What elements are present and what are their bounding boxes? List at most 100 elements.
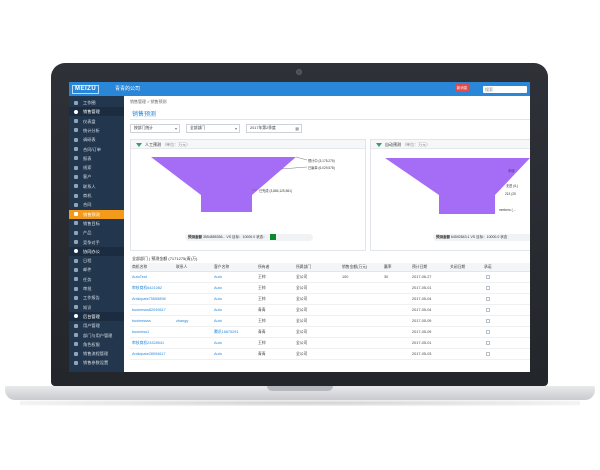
table-row[interactable]: Anticipate28094617 Auto 青青 全公司 2017-05-03: [130, 349, 530, 360]
table-cell[interactable]: Anticipate75655898: [132, 297, 166, 301]
table-cell[interactable]: Auto: [214, 275, 222, 279]
sidebar-item[interactable]: 销售预测: [69, 209, 124, 219]
column-header[interactable]: 预计日期: [412, 265, 428, 269]
commit-checkbox[interactable]: [486, 352, 490, 356]
sidebar-item-label: 工作报告: [83, 295, 100, 301]
menu-icon: [74, 184, 78, 189]
dimension-select[interactable]: 按部门统计 ▾: [130, 124, 180, 133]
sidebar-item[interactable]: 邮件: [69, 265, 124, 274]
search-input[interactable]: 搜索: [483, 86, 527, 93]
table-cell[interactable]: 审核商机6421082: [132, 286, 162, 290]
period-picker[interactable]: 2017年第2季度 ▦: [246, 124, 302, 133]
commit-checkbox[interactable]: [486, 319, 490, 323]
column-header[interactable]: 联系人: [176, 265, 188, 269]
menu-icon: [74, 193, 78, 198]
funnel-icon: [136, 143, 142, 147]
column-header[interactable]: 客户名称: [214, 265, 230, 269]
sidebar-item[interactable]: 调研表: [69, 135, 124, 144]
commit-checkbox[interactable]: [486, 341, 490, 345]
table-cell: 全公司: [296, 352, 308, 356]
table-cell[interactable]: 审核商机23328541: [132, 341, 165, 345]
table-cell[interactable]: 腾讯16675291: [214, 330, 239, 334]
table-cell: 青青: [258, 308, 266, 312]
column-header[interactable]: 所属部门: [296, 265, 312, 269]
funnel-label: 无进 (6,): [506, 184, 519, 188]
column-header[interactable]: 销售金额(万元): [342, 265, 368, 269]
sidebar-item[interactable]: 角色权限: [69, 340, 124, 349]
laptop-base: [5, 386, 595, 400]
sidebar-item[interactable]: 协同办公: [69, 246, 124, 256]
menu-icon: [74, 342, 78, 347]
table-row[interactable]: AutoTest Auto 王帅 全公司 100 30 2017-06-27: [130, 272, 530, 283]
table-cell: 王帅: [258, 286, 266, 290]
table-cell[interactable]: Anticipate28094617: [132, 352, 166, 356]
table-tabs[interactable]: 全部部门 | 预测金额 (7171275(青)万): [132, 256, 198, 261]
column-header[interactable]: 承诺: [484, 265, 492, 269]
commit-checkbox[interactable]: [486, 275, 490, 279]
sidebar-item[interactable]: 报表: [69, 154, 124, 163]
column-header[interactable]: 商机名称: [132, 265, 148, 269]
column-header[interactable]: 关闭日期: [450, 265, 466, 269]
summary-vs: VS: [470, 235, 476, 239]
table-cell: 100: [342, 275, 349, 279]
sidebar-item[interactable]: 仪表盘: [69, 117, 124, 126]
table-cell: 王帅: [258, 275, 266, 279]
sidebar-item[interactable]: 审批: [69, 284, 124, 293]
table-cell: 王帅: [258, 319, 266, 323]
sidebar-item[interactable]: 工作报告: [69, 293, 124, 302]
column-header[interactable]: 所有者: [258, 265, 270, 269]
table-cell[interactable]: Auto: [214, 308, 222, 312]
sidebar-item[interactable]: 合同/订单: [69, 145, 124, 154]
menu-icon: [74, 360, 78, 365]
table-row[interactable]: Anticipate75655898 Auto 王帅 全公司 2017-05-04: [130, 294, 530, 305]
commit-checkbox[interactable]: [486, 308, 490, 312]
notification-badge[interactable]: 新消息: [455, 84, 469, 92]
sidebar-item[interactable]: 任务: [69, 275, 124, 284]
table-cell[interactable]: Auto: [214, 286, 222, 290]
menu-icon: [74, 267, 78, 272]
summary-target-value: 10000.0: [486, 235, 500, 239]
commit-checkbox[interactable]: [486, 286, 490, 290]
sidebar-item[interactable]: 销售管理: [69, 107, 124, 117]
table-row[interactable]: business1 腾讯16675291 青青 全公司 2017-05-09: [130, 327, 530, 338]
sidebar-item[interactable]: 统计分析: [69, 126, 124, 135]
table-row[interactable]: businesss82049617 Auto 青青 全公司 2017-05-04: [130, 305, 530, 316]
sidebar-item[interactable]: 竞争对手: [69, 238, 124, 247]
table-row[interactable]: 审核商机23328541 Auto 王帅 全公司 2017-05-01: [130, 338, 530, 349]
commit-checkbox[interactable]: [486, 330, 490, 334]
column-header[interactable]: 赢率: [384, 265, 392, 269]
sidebar-item[interactable]: 销售目标: [69, 219, 124, 228]
table-cell[interactable]: Auto: [214, 341, 222, 345]
department-select[interactable]: 全部部门 ▾: [186, 124, 240, 133]
table-cell[interactable]: Auto: [214, 297, 222, 301]
sidebar-item[interactable]: 部门与用户管理: [69, 331, 124, 340]
funnel-label: 已完成 (3,884,125,561): [259, 189, 292, 193]
menu-icon: [74, 286, 78, 291]
table-cell[interactable]: Auto: [214, 352, 222, 356]
sidebar-item[interactable]: 线索: [69, 163, 124, 172]
sidebar-item[interactable]: 销售参数设置: [69, 358, 124, 367]
panel-header: 人工预测 （单位：万元）: [131, 140, 365, 149]
sidebar-item[interactable]: 知识: [69, 303, 124, 312]
sidebar-item[interactable]: 日程: [69, 256, 124, 265]
sidebar-item[interactable]: 后台管理: [69, 311, 124, 321]
table-cell[interactable]: businessss: [132, 319, 151, 323]
menu-icon: [74, 240, 78, 244]
sidebar-item[interactable]: 工作圈: [69, 98, 124, 107]
commit-checkbox[interactable]: [486, 297, 490, 301]
table-cell[interactable]: businesss82049617: [132, 308, 166, 312]
table-cell[interactable]: business1: [132, 330, 150, 334]
company-switcher[interactable]: 青青的公司: [115, 86, 141, 92]
sidebar-item[interactable]: 产品: [69, 228, 124, 237]
sidebar-item[interactable]: 联系人: [69, 182, 124, 191]
table-row[interactable]: businessss zhangy Auto 王帅 全公司 2017-05-09: [130, 316, 530, 327]
sidebar-item[interactable]: 合同: [69, 200, 124, 209]
table-row[interactable]: 审核商机6421082 Auto 王帅 全公司 2017-05-01: [130, 283, 530, 294]
table-cell[interactable]: Auto: [214, 319, 222, 323]
sidebar-item[interactable]: 销售流程管理: [69, 349, 124, 358]
table-cell[interactable]: AutoTest: [132, 275, 147, 279]
sidebar-item[interactable]: 商机: [69, 191, 124, 200]
sidebar-item[interactable]: 客户: [69, 172, 124, 181]
menu-icon: [74, 119, 78, 124]
sidebar-item[interactable]: 用户管理: [69, 321, 124, 330]
